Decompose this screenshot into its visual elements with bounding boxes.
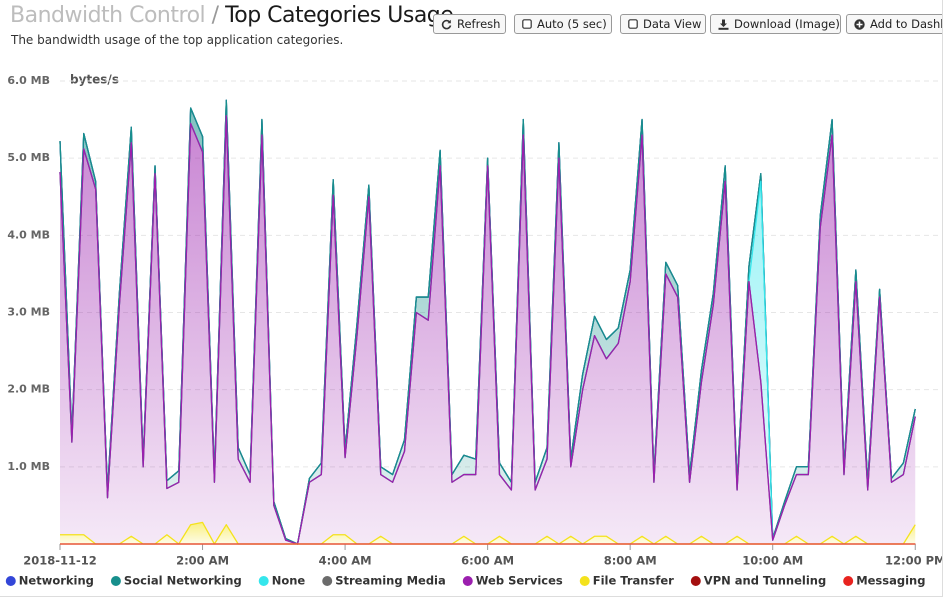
button-label: Auto (5 sec): [537, 17, 607, 31]
y-tick-label: 5.0 MB: [7, 151, 50, 164]
legend-label: File Transfer: [593, 574, 674, 588]
refresh-icon: [441, 19, 452, 29]
y-axis-label: bytes/s: [70, 73, 119, 87]
x-tick-label: 8:00 AM: [604, 554, 657, 568]
refresh-button[interactable]: Refresh: [433, 14, 506, 34]
legend-label: None: [272, 574, 306, 588]
separator: /: [211, 3, 219, 28]
legend-marker: [690, 576, 701, 586]
area: [60, 522, 916, 544]
button-label: Add to Dashboard: [870, 17, 942, 31]
x-tick-label: 4:00 AM: [319, 554, 372, 568]
legend-marker: [110, 576, 121, 586]
y-tick-label: 6.0 MB: [7, 74, 50, 87]
button-label: Refresh: [457, 17, 501, 31]
legend-label: VPN and Tunneling: [704, 574, 826, 588]
legend-marker: [322, 576, 333, 586]
legend-marker: [5, 576, 16, 586]
legend-item[interactable]: Networking: [5, 574, 94, 588]
data-view-button[interactable]: Data View: [620, 14, 706, 34]
legend-item[interactable]: File Transfer: [579, 574, 674, 588]
legend-item[interactable]: Web Services: [462, 574, 563, 588]
download-button[interactable]: Download (Image): [710, 14, 841, 34]
legend-item[interactable]: None: [258, 574, 306, 588]
legend-item[interactable]: Messaging: [843, 574, 925, 588]
legend-label: Web Services: [476, 574, 563, 588]
area: [60, 115, 916, 544]
add-dashboard-button[interactable]: Add to Dashboard: [846, 14, 942, 34]
breadcrumb[interactable]: Bandwidth Control: [10, 3, 206, 28]
button-label: Data View: [643, 17, 702, 31]
legend-label: Social Networking: [124, 574, 242, 588]
legend: MailNetworkingSocial NetworkingNoneStrea…: [5, 574, 925, 588]
legend-marker: [258, 576, 269, 586]
legend-label: Messaging: [856, 574, 925, 588]
checkbox-icon: [628, 19, 638, 29]
legend-marker: [579, 576, 590, 586]
plus-icon: [854, 18, 865, 30]
series-line: [59, 115, 916, 545]
x-tick-label: 12:00 PM: [885, 554, 942, 568]
lines: [59, 99, 916, 545]
x-tick-label: 2018-11-12: [23, 554, 97, 568]
legend-label: Streaming Media: [335, 574, 446, 588]
legend-marker: [462, 576, 473, 586]
legend-marker: [843, 576, 854, 586]
area: [60, 100, 916, 545]
y-tick-label: 1.0 MB: [7, 460, 50, 473]
y-tick-label: 2.0 MB: [7, 383, 50, 396]
x-tick-label: 2:00 AM: [176, 554, 229, 568]
x-tick-label: 6:00 AM: [461, 554, 514, 568]
subtitle: The bandwidth usage of the top applicati…: [11, 33, 344, 47]
download-icon: [718, 19, 729, 30]
y-tick-label: 3.0 MB: [7, 306, 50, 319]
legend-item[interactable]: VPN and Tunneling: [690, 574, 826, 588]
auto-button[interactable]: Auto (5 sec): [514, 14, 612, 34]
header-title: Bandwidth Control / Top Categories Usage: [10, 3, 454, 28]
page-title: Top Categories Usage: [225, 3, 454, 28]
legend-item[interactable]: Streaming Media: [322, 574, 446, 588]
button-label: Download (Image): [734, 17, 840, 31]
y-tick-label: 4.0 MB: [7, 228, 50, 241]
x-tick-label: 10:00 AM: [742, 554, 803, 568]
legend-item[interactable]: Social Networking: [110, 574, 242, 588]
legend-label: Networking: [19, 574, 94, 588]
checkbox-icon: [522, 19, 532, 29]
areas: [60, 100, 916, 545]
